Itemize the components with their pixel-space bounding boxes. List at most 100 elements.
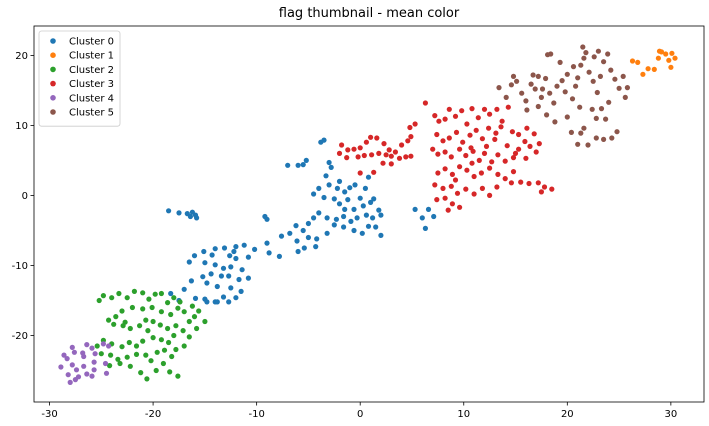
legend-marker-cluster-0 <box>50 38 56 44</box>
legend-marker-cluster-3 <box>50 80 56 87</box>
data-point-cluster-2 <box>127 325 133 332</box>
data-point-cluster-2 <box>119 344 125 350</box>
data-point-cluster-5 <box>594 89 600 96</box>
data-point-cluster-0 <box>227 253 233 259</box>
data-point-cluster-0 <box>321 194 327 201</box>
data-point-cluster-0 <box>303 157 309 163</box>
data-point-cluster-1 <box>635 59 641 65</box>
data-point-cluster-4 <box>61 352 67 358</box>
data-point-cluster-0 <box>305 220 311 227</box>
data-point-cluster-3 <box>376 150 382 156</box>
data-point-cluster-3 <box>396 155 403 161</box>
data-point-cluster-2 <box>122 319 128 325</box>
data-point-cluster-3 <box>434 131 440 138</box>
data-point-cluster-3 <box>463 152 469 159</box>
x-tick-label: -10 <box>248 409 264 420</box>
data-point-cluster-0 <box>362 185 368 191</box>
data-point-cluster-2 <box>153 367 159 374</box>
data-point-cluster-3 <box>460 139 466 145</box>
data-point-cluster-3 <box>457 164 463 170</box>
data-point-cluster-3 <box>468 145 474 151</box>
data-point-cluster-5 <box>586 69 592 75</box>
data-point-cluster-3 <box>405 138 411 144</box>
data-point-cluster-5 <box>601 136 607 142</box>
data-point-cluster-2 <box>109 295 115 301</box>
data-point-cluster-0 <box>359 230 365 236</box>
data-point-cluster-3 <box>527 143 533 149</box>
legend: Cluster 0 Cluster 1 Cluster 2 Cluster 3 Clus… <box>38 30 121 127</box>
legend-label-cluster-2: Cluster 2 <box>69 65 114 76</box>
data-point-cluster-0 <box>264 240 270 246</box>
data-point-cluster-0 <box>252 246 258 252</box>
data-point-cluster-1 <box>655 55 662 61</box>
data-point-cluster-4 <box>71 349 77 355</box>
data-point-cluster-0 <box>236 276 242 283</box>
data-point-cluster-3 <box>435 151 441 157</box>
data-point-cluster-0 <box>354 215 360 221</box>
data-point-cluster-3 <box>487 111 493 117</box>
legend-marker-cluster-1 <box>50 52 56 58</box>
data-point-cluster-0 <box>301 245 307 251</box>
data-point-cluster-3 <box>355 154 361 160</box>
x-tick-label: 0 <box>357 409 363 420</box>
data-point-cluster-2 <box>166 339 172 346</box>
data-point-cluster-3 <box>486 125 492 131</box>
data-point-cluster-5 <box>528 81 534 87</box>
data-point-cluster-0 <box>422 225 428 231</box>
data-point-cluster-3 <box>445 207 451 213</box>
data-point-cluster-5 <box>624 85 631 91</box>
data-point-cluster-3 <box>481 106 488 112</box>
data-point-cluster-2 <box>160 360 166 367</box>
x-tick-label: 10 <box>457 409 470 420</box>
data-point-cluster-3 <box>453 129 460 135</box>
data-point-cluster-0 <box>168 290 174 297</box>
data-point-cluster-2 <box>94 343 100 349</box>
data-point-cluster-0 <box>336 178 343 184</box>
data-point-cluster-3 <box>452 177 459 183</box>
data-point-cluster-0 <box>305 234 311 241</box>
data-point-cluster-5 <box>552 119 558 125</box>
data-point-cluster-0 <box>351 227 357 234</box>
data-point-cluster-3 <box>435 170 441 176</box>
data-point-cluster-3 <box>516 131 522 138</box>
legend-label-cluster-0: Cluster 0 <box>69 37 114 48</box>
data-point-cluster-0 <box>245 254 251 260</box>
data-point-cluster-3 <box>516 146 522 152</box>
data-point-cluster-3 <box>388 153 394 159</box>
data-point-cluster-0 <box>363 212 369 218</box>
data-point-cluster-5 <box>496 85 502 91</box>
data-point-cluster-0 <box>431 213 437 220</box>
data-point-cluster-4 <box>92 351 98 357</box>
data-point-cluster-3 <box>459 108 465 114</box>
data-point-cluster-5 <box>551 100 557 106</box>
data-point-cluster-4 <box>91 367 97 373</box>
data-point-cluster-3 <box>464 121 470 127</box>
data-point-cluster-3 <box>502 176 508 182</box>
data-point-cluster-0 <box>334 185 340 191</box>
data-point-cluster-0 <box>209 252 215 258</box>
data-point-cluster-5 <box>575 75 581 81</box>
data-point-cluster-0 <box>351 206 357 212</box>
data-point-cluster-5 <box>539 86 546 92</box>
data-point-cluster-3 <box>381 141 387 147</box>
data-point-cluster-3 <box>457 146 463 152</box>
data-point-cluster-4 <box>67 379 73 385</box>
data-point-cluster-0 <box>352 182 358 188</box>
data-point-cluster-2 <box>106 317 112 323</box>
data-point-cluster-3 <box>478 170 484 176</box>
data-point-cluster-3 <box>479 185 485 191</box>
data-point-cluster-2 <box>107 363 113 369</box>
data-point-cluster-0 <box>214 299 220 305</box>
data-point-cluster-2 <box>158 290 164 297</box>
data-point-cluster-1 <box>640 71 646 77</box>
data-point-cluster-3 <box>469 106 475 112</box>
data-point-cluster-0 <box>228 264 234 270</box>
data-point-cluster-2 <box>145 328 151 334</box>
data-point-cluster-5 <box>523 98 529 104</box>
data-point-cluster-3 <box>479 136 485 142</box>
data-point-cluster-0 <box>331 222 337 228</box>
data-point-cluster-3 <box>351 146 357 152</box>
data-point-cluster-5 <box>591 54 597 60</box>
data-point-cluster-0 <box>245 275 251 281</box>
data-point-cluster-4 <box>103 370 110 376</box>
